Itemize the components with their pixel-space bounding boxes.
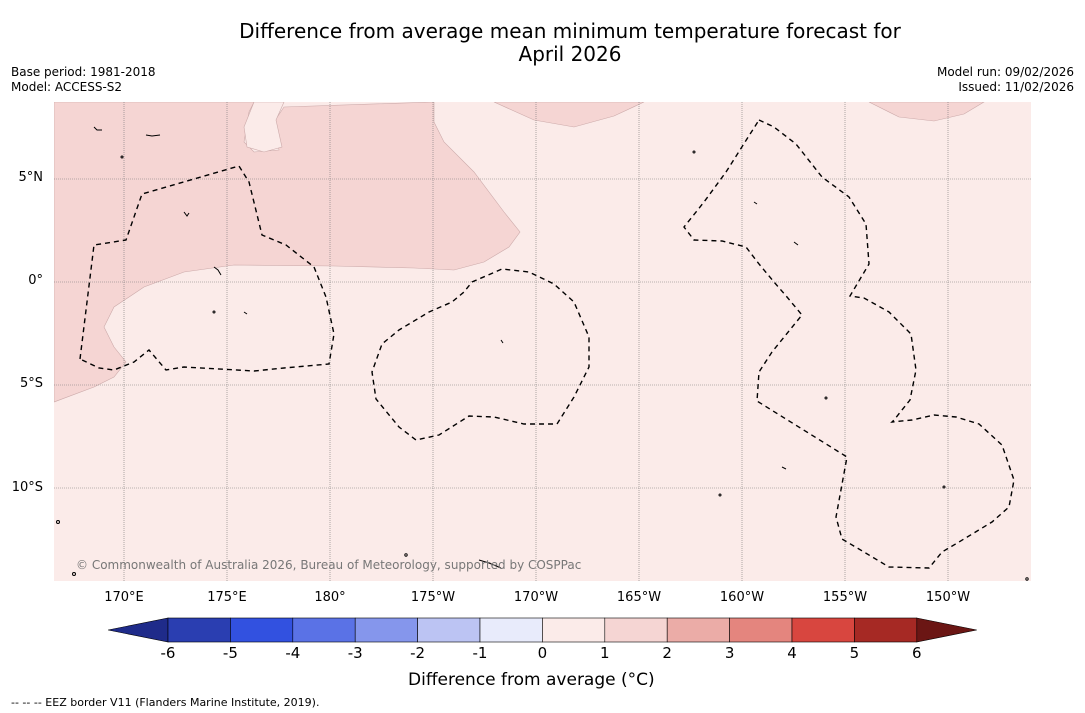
eez-borders (79, 119, 1015, 569)
lon-label-160w: 160°W (719, 590, 765, 605)
lat-label-5s: 5°S (19, 376, 43, 391)
colorbar-segment (542, 617, 606, 643)
title-line-1: Difference from average mean minimum tem… (239, 19, 901, 43)
meta-left: Base period: 1981-2018 Model: ACCESS-S2 (11, 65, 156, 95)
graticule (54, 102, 1031, 581)
colorbar-segment (729, 617, 793, 643)
colorbar-segment (167, 617, 231, 643)
colorbar-tick-label: 2 (662, 644, 672, 662)
lon-label-155w: 155°W (822, 590, 868, 605)
model-run: Model run: 09/02/2026 (936, 65, 1074, 79)
colorbar-tick-label: 6 (912, 644, 922, 662)
eez-legend: -- -- -- EEZ border V11 (Flanders Marine… (11, 696, 320, 709)
model-name: Model: ACCESS-S2 (11, 80, 123, 94)
colorbar-segment (479, 617, 543, 643)
lon-label-180: 180° (314, 590, 346, 605)
copyright-notice: © Commonwealth of Australia 2026, Bureau… (76, 558, 582, 572)
anomaly-region-north (54, 102, 521, 403)
colorbar-tick-label: -1 (472, 644, 488, 662)
colorbar-tick-label: 5 (849, 644, 860, 662)
colorbar-tick-label: -3 (347, 644, 363, 662)
colorbar-tick-label: 1 (600, 644, 610, 662)
lon-label-165w: 165°W (616, 590, 662, 605)
colorbar-segment (230, 617, 294, 643)
colorbar-segment (604, 617, 668, 643)
anomaly-region-top-right (868, 102, 985, 122)
issued-date: Issued: 11/02/2026 (958, 80, 1074, 94)
lon-label-175w: 175°W (410, 590, 456, 605)
colorbar-extend-low (108, 617, 169, 643)
lon-label-170e: 170°E (104, 590, 144, 605)
colorbar-segment (292, 617, 356, 643)
colorbar-tick-label: 3 (724, 644, 735, 662)
islands (56, 126, 1029, 581)
colorbar-segment (791, 617, 855, 643)
colorbar-tick-label: -4 (285, 644, 301, 662)
lon-label-170w: 170°W (513, 590, 559, 605)
colorbar-tick-label: -2 (410, 644, 426, 662)
lat-label-0: 0° (28, 273, 43, 288)
colorbar (108, 617, 977, 643)
colorbar-segment (354, 617, 418, 643)
lon-label-150w: 150°W (925, 590, 971, 605)
base-period: Base period: 1981-2018 (11, 65, 156, 79)
lon-label-175e: 175°E (207, 590, 247, 605)
anomaly-region-north-inner (243, 102, 285, 153)
colorbar-tick-label: 0 (537, 644, 548, 662)
colorbar-segment (666, 617, 730, 643)
chart-title: Difference from average mean minimum tem… (0, 20, 1085, 66)
lat-label-5n: 5°N (18, 170, 44, 185)
colorbar-segment (854, 617, 918, 643)
forecast-map[interactable]: © Commonwealth of Australia 2026, Bureau… (54, 102, 1031, 581)
colorbar-extend-high (916, 617, 977, 643)
lat-label-10s: 10°S (11, 480, 43, 495)
title-line-2: April 2026 (518, 42, 622, 66)
colorbar-label: Difference from average (°C) (408, 670, 655, 690)
colorbar-tick-label: 4 (787, 644, 797, 662)
map-canvas (54, 102, 1031, 581)
colorbar-tick-label: -6 (160, 644, 176, 662)
anomaly-region-top-center (493, 102, 645, 128)
colorbar-tick-label: -5 (222, 644, 238, 662)
meta-right: Model run: 09/02/2026 Issued: 11/02/2026 (937, 65, 1074, 95)
colorbar-segment (417, 617, 481, 643)
